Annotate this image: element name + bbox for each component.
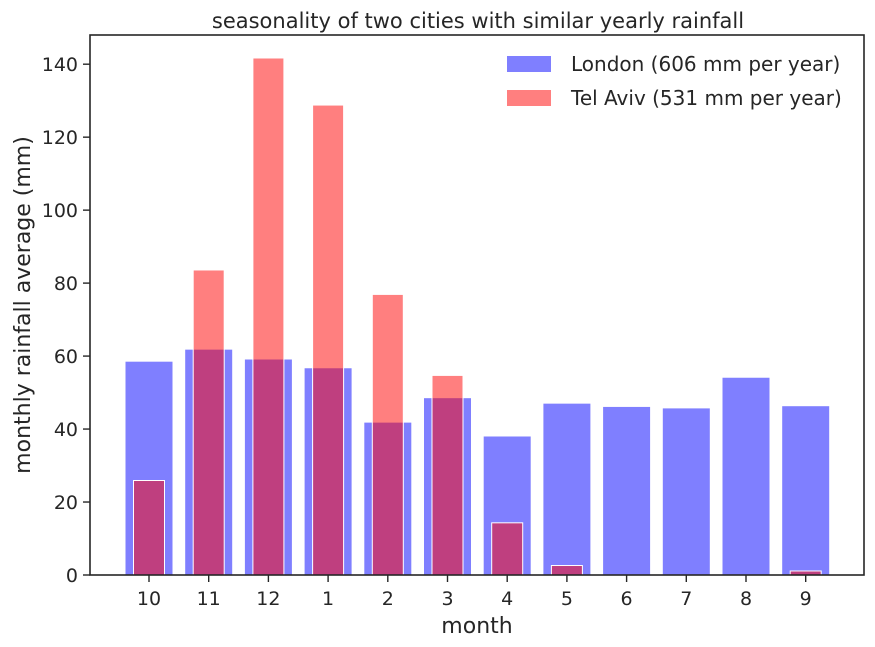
x-tick-label: 5 bbox=[561, 588, 573, 610]
tel-aviv-bar-3 bbox=[431, 374, 464, 576]
legend-label-tel-aviv: Tel Aviv (531 mm per year) bbox=[570, 86, 842, 110]
tel-aviv-bar-4 bbox=[491, 522, 524, 576]
x-tick-label: 1 bbox=[322, 588, 334, 610]
tel-aviv-bar-2 bbox=[371, 293, 404, 576]
plot-frame bbox=[89, 34, 865, 576]
x-axis-label: month bbox=[441, 614, 512, 639]
y-tick-label: 40 bbox=[54, 419, 78, 441]
x-tick-label: 12 bbox=[256, 588, 280, 610]
legend-swatch-london bbox=[507, 56, 551, 72]
y-tick-label: 0 bbox=[66, 565, 78, 587]
tel-aviv-bar-1 bbox=[312, 104, 345, 576]
tel-aviv-bar-11 bbox=[192, 269, 225, 576]
y-tick-label: 60 bbox=[54, 346, 78, 368]
london-bars bbox=[124, 348, 831, 576]
y-axis: 0 20 40 60 80 100 120 140 bbox=[42, 54, 90, 587]
x-tick-label: 2 bbox=[382, 588, 394, 610]
y-tick-label: 20 bbox=[54, 492, 78, 514]
london-bar-9 bbox=[781, 405, 831, 576]
tel-aviv-bar-12 bbox=[252, 57, 285, 576]
legend: London (606 mm per year) Tel Aviv (531 m… bbox=[507, 52, 842, 110]
london-bar-5 bbox=[542, 402, 592, 576]
y-tick-label: 140 bbox=[42, 54, 78, 76]
tel-aviv-bar-10 bbox=[133, 480, 165, 576]
x-tick-label: 11 bbox=[197, 588, 221, 610]
x-tick-label: 8 bbox=[740, 588, 752, 610]
x-tick-label: 10 bbox=[137, 588, 161, 610]
legend-label-london: London (606 mm per year) bbox=[571, 52, 840, 76]
london-bar-6 bbox=[602, 405, 652, 576]
london-bar-8 bbox=[721, 376, 771, 576]
y-tick-label: 100 bbox=[42, 200, 78, 222]
x-tick-label: 6 bbox=[621, 588, 633, 610]
x-tick-label: 4 bbox=[501, 588, 513, 610]
london-bar-7 bbox=[661, 407, 711, 576]
y-tick-label: 80 bbox=[54, 273, 78, 295]
x-axis: 10 11 12 1 2 3 4 5 6 7 8 9 bbox=[137, 575, 812, 610]
y-tick-label: 120 bbox=[42, 127, 78, 149]
y-axis-label: monthly rainfall average (mm) bbox=[11, 136, 36, 474]
x-tick-label: 9 bbox=[800, 588, 812, 610]
tel-aviv-bars bbox=[133, 57, 822, 576]
x-tick-label: 7 bbox=[680, 588, 692, 610]
legend-swatch-tel-aviv bbox=[507, 90, 551, 106]
chart-title: seasonality of two cities with similar y… bbox=[212, 9, 744, 33]
tel-aviv-bar-5 bbox=[550, 565, 583, 576]
x-tick-label: 3 bbox=[441, 588, 453, 610]
